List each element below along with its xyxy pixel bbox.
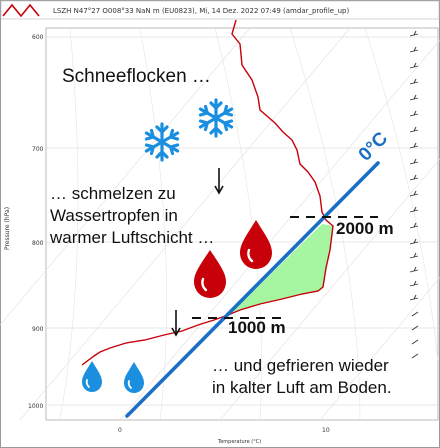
adiabat-grid	[59, 27, 439, 421]
arrow-down-icon	[214, 168, 224, 195]
x-tick-0: 0	[118, 427, 122, 434]
refreeze-text-line-2: in kalter Luft am Boden.	[212, 378, 392, 397]
isobar-grid	[46, 36, 438, 406]
x-axis-label: Temperature (°C)	[217, 439, 261, 445]
y-axis-label: Pressure (hPa)	[4, 207, 11, 250]
melt-text-line-3: warmer Luftschicht …	[49, 228, 214, 247]
wind-barb-icon	[409, 30, 419, 359]
logo-zigzag-icon	[2, 3, 40, 18]
water-drop-icon	[82, 361, 102, 392]
y-tick-900: 900	[32, 326, 44, 333]
zero-degree-isotherm-line	[125, 161, 380, 418]
snowflakes-text: Schneeflocken …	[62, 66, 211, 87]
melt-text-line-2: Wassertropfen in	[50, 206, 178, 225]
water-drop-icon	[124, 362, 144, 393]
title-bar	[0, 0, 440, 20]
y-tick-800: 800	[32, 240, 44, 247]
warm-layer-area	[232, 224, 333, 312]
upper-level-label: 2000 m	[336, 219, 394, 238]
plot-area	[45, 27, 439, 421]
x-tick-10: 10	[322, 427, 330, 434]
y-tick-600: 600	[32, 34, 44, 41]
lower-level-label: 1000 m	[228, 318, 286, 337]
diagram-title: LSZH N47°27 O008°33 NaN m (EU0823), Mi, …	[53, 7, 349, 15]
raindrop-icon	[240, 220, 272, 269]
arrow-down-icon	[171, 310, 181, 337]
y-tick-700: 700	[32, 146, 44, 153]
refreeze-text-line-1: … und gefrieren wieder	[212, 356, 389, 375]
y-tick-1000: 1000	[28, 403, 43, 410]
isotherm-grid	[0, 27, 440, 421]
raindrop-icon	[194, 250, 226, 298]
melt-text-line-1: … schmelzen zu	[50, 184, 176, 203]
temperature-profile-line	[81, 19, 334, 366]
